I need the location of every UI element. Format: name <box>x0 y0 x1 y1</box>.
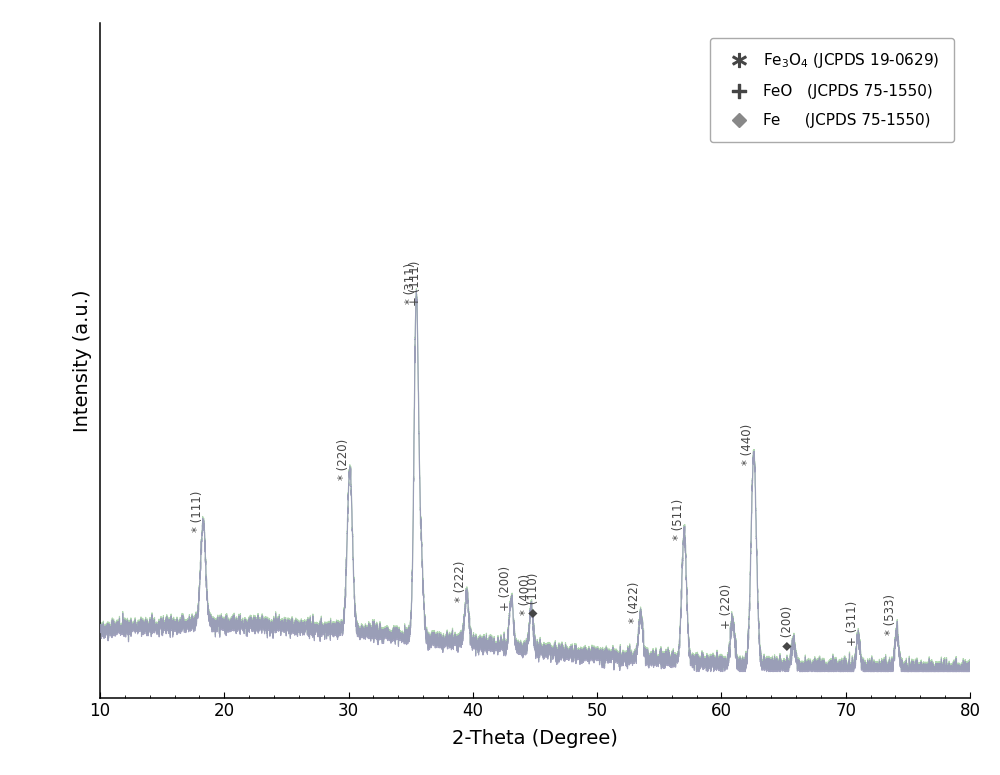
Text: + (111): + (111) <box>409 261 422 306</box>
Text: + (311): + (311) <box>846 601 859 646</box>
X-axis label: 2-Theta (Degree): 2-Theta (Degree) <box>452 728 618 748</box>
Text: * (422): * (422) <box>628 581 641 622</box>
Text: * (111): * (111) <box>191 491 204 532</box>
Text: ◆ (110): ◆ (110) <box>526 573 539 617</box>
Legend: Fe$_3$O$_4$ (JCPDS 19-0629), FeO   (JCPDS 75-1550), Fe     (JCPDS 75-1550): Fe$_3$O$_4$ (JCPDS 19-0629), FeO (JCPDS … <box>710 38 954 142</box>
Text: * (220): * (220) <box>337 439 350 480</box>
Text: * (533): * (533) <box>884 594 897 635</box>
Text: * (400): * (400) <box>519 574 532 615</box>
Text: * (440): * (440) <box>741 424 754 465</box>
Text: ◆ (200): ◆ (200) <box>781 606 794 650</box>
Text: * (311): * (311) <box>404 263 417 305</box>
Text: * (222): * (222) <box>454 561 467 602</box>
Text: * (511): * (511) <box>672 499 685 540</box>
Text: + (220): + (220) <box>720 584 733 629</box>
Y-axis label: Intensity (a.u.): Intensity (a.u.) <box>73 289 92 432</box>
Text: + (200): + (200) <box>499 566 512 611</box>
